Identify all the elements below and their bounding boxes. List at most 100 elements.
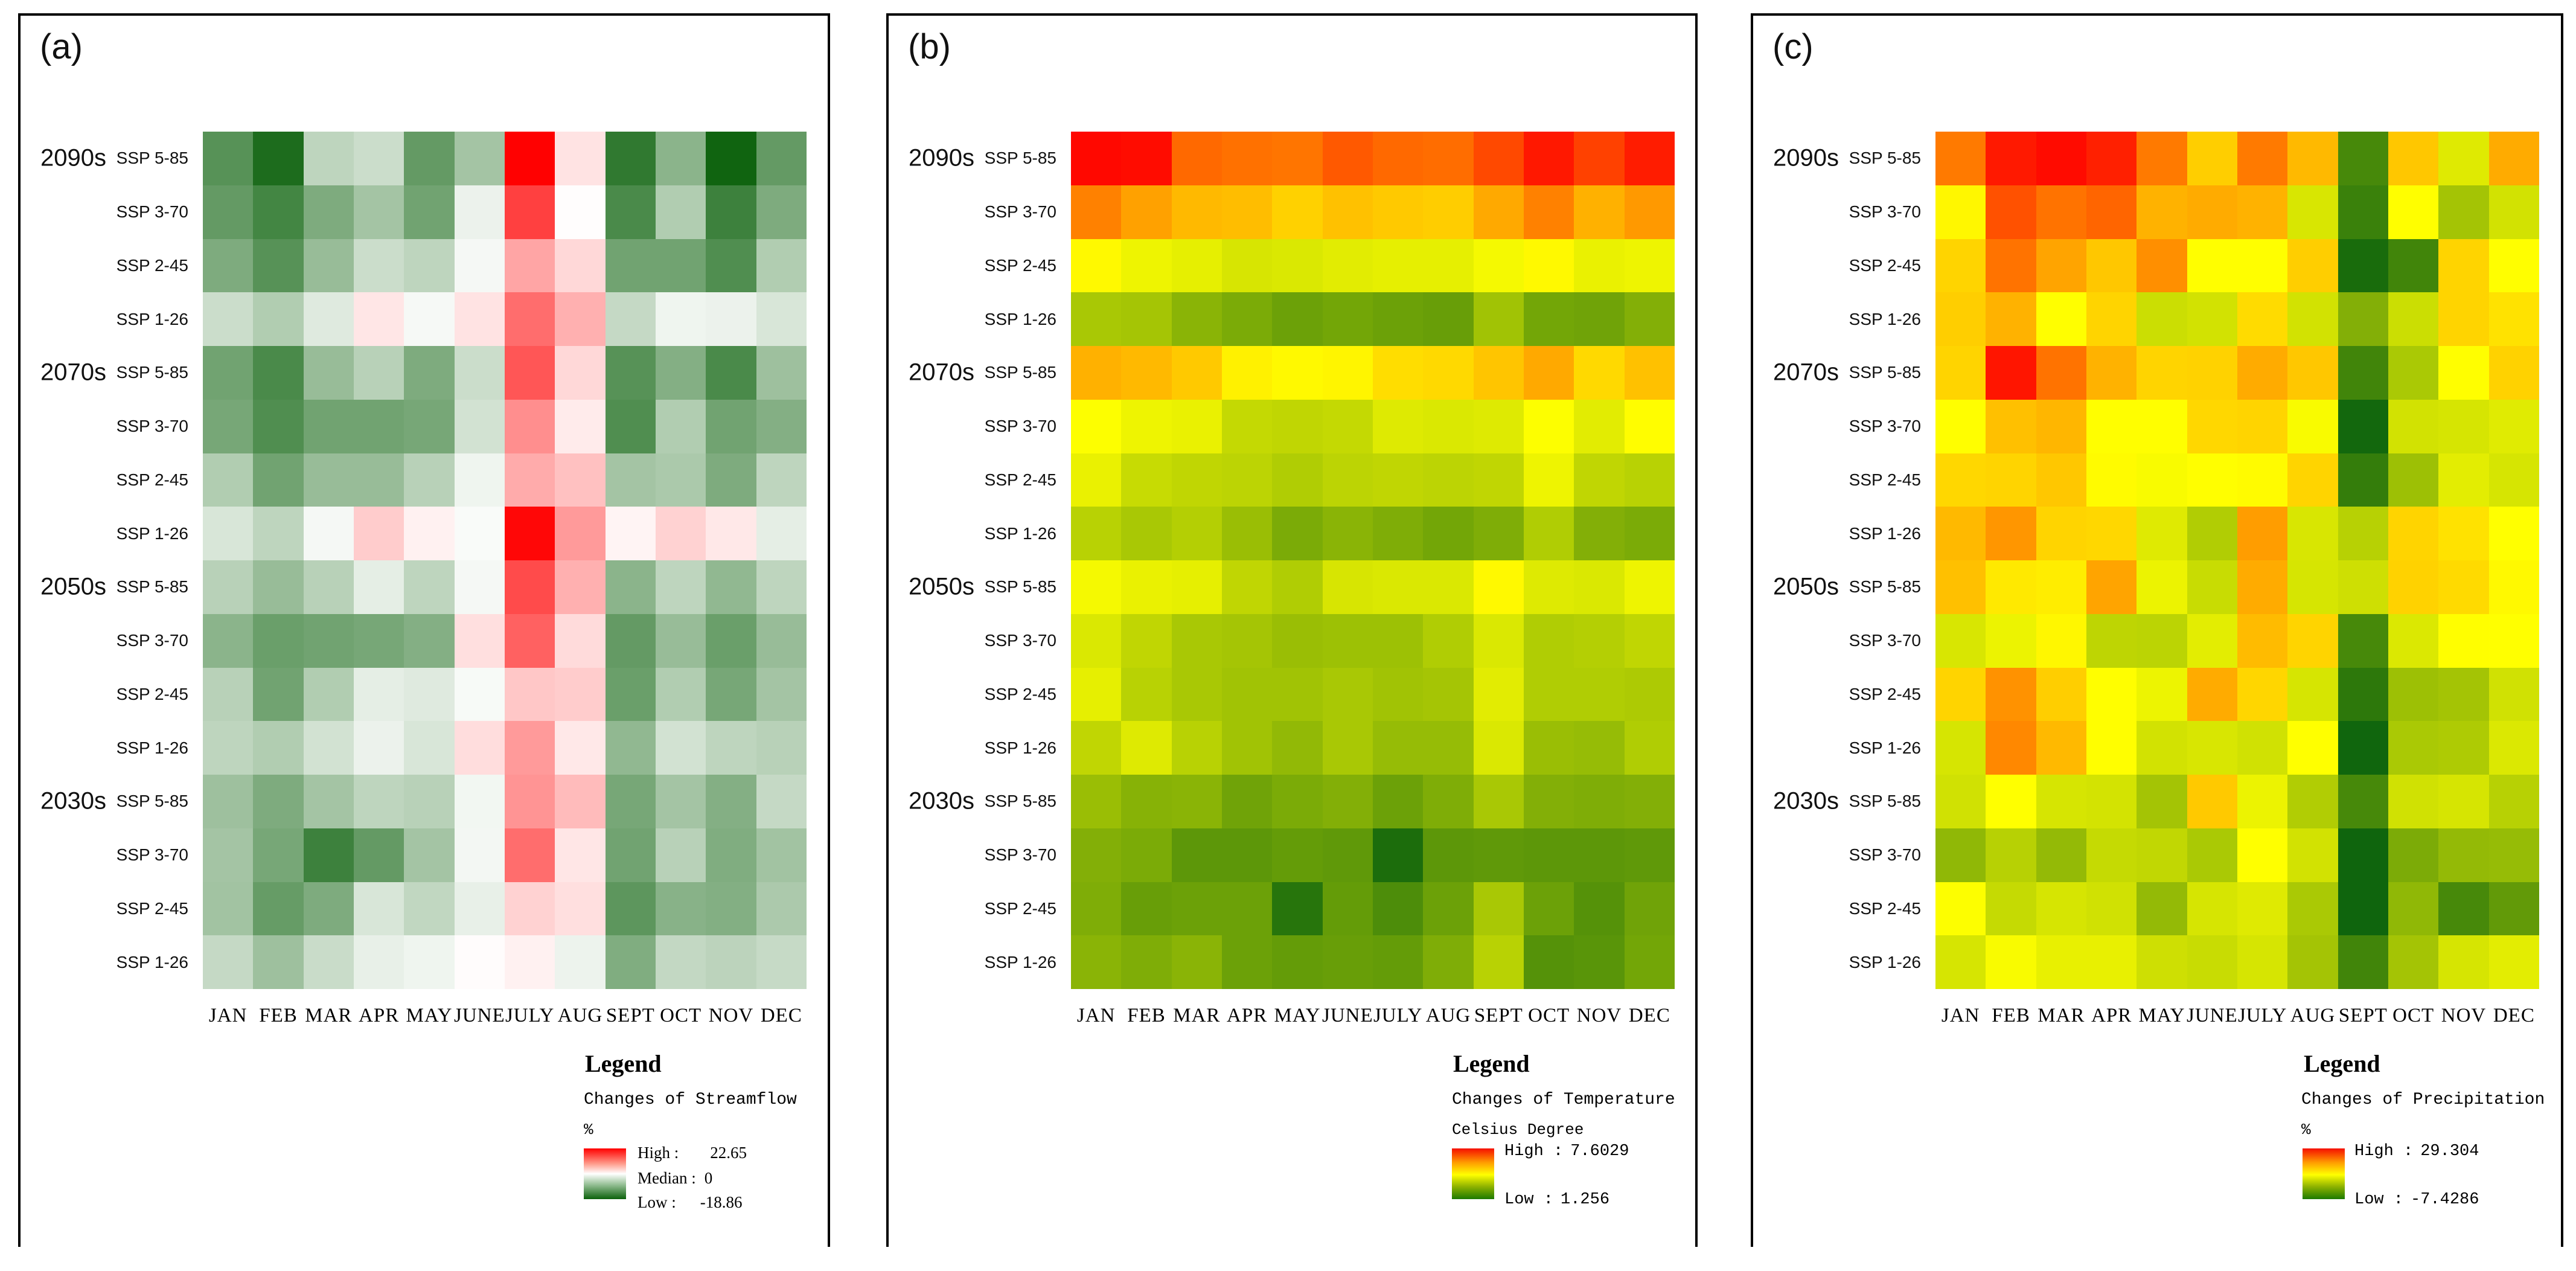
- month-label: FEB: [1992, 1005, 2030, 1026]
- heatmap-cell: [2187, 828, 2237, 882]
- heatmap-cell: [706, 721, 756, 775]
- heatmap-cell: [1524, 882, 1574, 936]
- legend-entry-high: High :22.65: [638, 1144, 747, 1162]
- month-label: AUG: [2290, 1005, 2336, 1026]
- heatmap-cell: [1322, 721, 1373, 775]
- heatmap-cell: [505, 828, 555, 882]
- heatmap-cell: [203, 667, 254, 722]
- heatmap-cell: [656, 346, 706, 400]
- heatmap-cell: [1524, 828, 1574, 882]
- heatmap-cell: [2237, 239, 2288, 293]
- heatmap-cell: [454, 399, 505, 453]
- heatmap-cell: [1071, 828, 1122, 882]
- heatmap-cell: [1121, 292, 1172, 346]
- month-label: FEB: [259, 1005, 298, 1026]
- heatmap-cell: [1373, 346, 1424, 400]
- heatmap-cell: [1071, 185, 1122, 239]
- heatmap-cell: [756, 828, 807, 882]
- heatmap-cell: [2388, 399, 2439, 453]
- decade-label: 2070s: [1773, 359, 1839, 386]
- heatmap-cell: [2237, 507, 2288, 560]
- heatmap-cell: [2237, 560, 2288, 614]
- heatmap-cell: [1071, 667, 1122, 722]
- panel-b-title: (b): [908, 27, 951, 66]
- heatmap-cell: [2086, 292, 2137, 346]
- heatmap-cell: [1935, 935, 1986, 989]
- heatmap-cell: [2137, 882, 2187, 936]
- decade-label: 2050s: [909, 573, 974, 600]
- heatmap-cell: [2338, 453, 2388, 507]
- heatmap-cell: [2137, 935, 2187, 989]
- precipitation-heatmap: [1935, 132, 2539, 989]
- heatmap-cell: [1986, 346, 2036, 400]
- heatmap-cell: [354, 453, 404, 507]
- heatmap-cell: [1171, 721, 1222, 775]
- scenario-label: SSP 2-45: [1849, 898, 1921, 918]
- heatmap-cell: [2237, 453, 2288, 507]
- heatmap-cell: [706, 453, 756, 507]
- heatmap-cell: [2488, 613, 2539, 668]
- heatmap-cell: [2338, 613, 2388, 668]
- heatmap-cell: [1423, 667, 1474, 722]
- legend-color-ramp: [2303, 1148, 2345, 1199]
- month-label: OCT: [660, 1005, 702, 1026]
- heatmap-cell: [505, 507, 555, 560]
- heatmap-cell: [253, 935, 304, 989]
- heatmap-cell: [404, 239, 455, 293]
- heatmap-cell: [1935, 828, 1986, 882]
- heatmap-cell: [505, 935, 555, 989]
- legend-entry-low: Low : -18.86: [638, 1193, 743, 1211]
- heatmap-cell: [1121, 239, 1172, 293]
- heatmap-cell: [203, 239, 254, 293]
- heatmap-cell: [1322, 346, 1373, 400]
- heatmap-cell: [1524, 560, 1574, 614]
- heatmap-cell: [2287, 185, 2338, 239]
- heatmap-cell: [605, 346, 656, 400]
- heatmap-cell: [2187, 882, 2237, 936]
- heatmap-cell: [2137, 775, 2187, 828]
- heatmap-cell: [454, 935, 505, 989]
- scenario-label: SSP 1-26: [984, 952, 1056, 972]
- heatmap-cell: [1624, 453, 1675, 507]
- heatmap-cell: [2086, 239, 2137, 293]
- heatmap-cell: [1071, 399, 1122, 453]
- heatmap-cell: [2438, 292, 2489, 346]
- heatmap-cell: [303, 882, 354, 936]
- heatmap-cell: [404, 399, 455, 453]
- heatmap-cell: [2086, 721, 2137, 775]
- scenario-label: SSP 3-70: [116, 202, 188, 222]
- heatmap-cell: [1423, 775, 1474, 828]
- month-label: DEC: [1628, 1005, 1670, 1026]
- month-label: NOV: [2441, 1005, 2487, 1026]
- heatmap-cell: [1624, 239, 1675, 293]
- heatmap-cell: [404, 882, 455, 936]
- heatmap-cell: [1373, 292, 1424, 346]
- heatmap-cell: [1524, 132, 1574, 185]
- heatmap-cell: [2036, 239, 2086, 293]
- heatmap-cell: [1171, 239, 1222, 293]
- heatmap-cell: [756, 239, 807, 293]
- heatmap-cell: [1423, 132, 1474, 185]
- heatmap-cell: [2086, 828, 2137, 882]
- heatmap-cell: [303, 721, 354, 775]
- heatmap-cell: [2086, 613, 2137, 668]
- heatmap-cell: [505, 560, 555, 614]
- heatmap-cell: [1071, 132, 1122, 185]
- heatmap-cell: [706, 667, 756, 722]
- heatmap-cell: [253, 613, 304, 668]
- heatmap-cell: [2338, 239, 2388, 293]
- heatmap-cell: [1986, 399, 2036, 453]
- heatmap-cell: [1935, 132, 1986, 185]
- heatmap-cell: [2237, 721, 2288, 775]
- heatmap-cell: [2036, 935, 2086, 989]
- heatmap-cell: [756, 132, 807, 185]
- heatmap-cell: [2488, 775, 2539, 828]
- heatmap-cell: [1322, 132, 1373, 185]
- scenario-label: SSP 5-85: [116, 149, 188, 168]
- heatmap-cell: [2137, 721, 2187, 775]
- heatmap-cell: [1071, 292, 1122, 346]
- heatmap-cell: [555, 721, 606, 775]
- heatmap-cell: [2438, 721, 2489, 775]
- heatmap-cell: [1423, 613, 1474, 668]
- heatmap-cell: [1473, 292, 1524, 346]
